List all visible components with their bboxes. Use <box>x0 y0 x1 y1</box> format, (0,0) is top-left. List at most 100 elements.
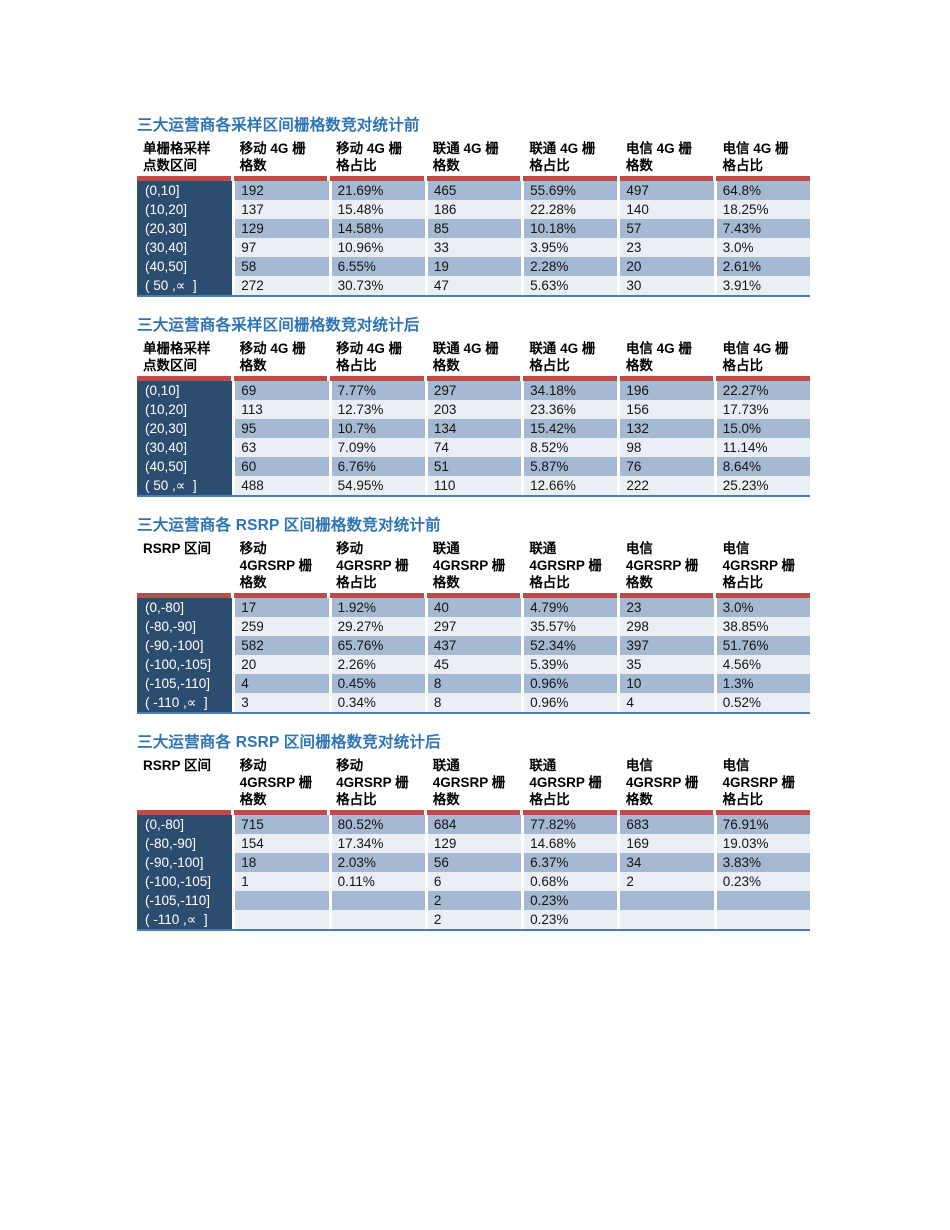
value-cell: 272 <box>235 276 329 295</box>
value-cell: 19 <box>427 257 522 276</box>
value-cell: 7.09% <box>331 438 425 457</box>
value-cell: 4.56% <box>716 655 810 674</box>
value-cell: 23.36% <box>524 400 618 419</box>
table-title: 三大运营商各采样区间栅格数竞对统计前 <box>137 117 420 134</box>
row-label-cell: (40,50] <box>137 457 233 476</box>
header-row: RSRP 区间 移动 4GRSRP 栅 格数 移动 4GRSRP 栅 格占比 联通 4… <box>137 540 811 593</box>
red-accent-bar-segment <box>137 593 231 598</box>
row-label-cell: (0,10] <box>137 181 233 200</box>
red-accent-bar-segment <box>426 593 521 598</box>
red-accent-bar-segment <box>523 176 617 181</box>
value-cell: 0.23% <box>716 872 810 891</box>
value-cell: 3.0% <box>716 238 810 257</box>
red-accent-bar-segment <box>330 376 424 381</box>
table-row: ( 50 ,∝ ] 488 54.95% 110 12.66% 222 25.23% <box>137 476 810 495</box>
value-cell: 4 <box>235 674 329 693</box>
value-cell: 74 <box>427 438 522 457</box>
value-cell: 10.18% <box>524 219 618 238</box>
value-cell: 0.23% <box>524 910 618 929</box>
value-cell <box>716 910 810 929</box>
value-cell: 5.87% <box>524 457 618 476</box>
value-cell: 5.63% <box>524 276 618 295</box>
value-cell: 52.34% <box>524 636 618 655</box>
column-header-cell: 电信 4GRSRP 栅 格占比 <box>716 757 811 810</box>
red-accent-bar-segment <box>523 376 617 381</box>
row-label-cell: (10,20] <box>137 400 233 419</box>
value-cell: 6 <box>427 872 522 891</box>
value-cell: 0.52% <box>716 693 810 712</box>
table-row: (-100,-105] 1 0.11% 6 0.68% 2 0.23% <box>137 872 810 891</box>
value-cell: 10.96% <box>331 238 425 257</box>
value-cell: 58 <box>235 257 329 276</box>
table-row: (-105,-110] 2 0.23% <box>137 891 810 910</box>
value-cell: 55.69% <box>524 181 618 200</box>
row-label-cell: (20,30] <box>137 419 233 438</box>
value-cell: 14.68% <box>524 834 618 853</box>
value-cell: 10 <box>620 674 714 693</box>
row-label-cell: (-105,-110] <box>137 674 233 693</box>
value-cell: 23 <box>620 238 714 257</box>
value-cell: 1.92% <box>331 598 425 617</box>
value-cell: 18.25% <box>716 200 810 219</box>
table-title: 三大运营商各 RSRP 区间栅格数竞对统计前 <box>137 517 441 534</box>
value-cell: 80.52% <box>331 815 425 834</box>
column-header-cell: 电信 4GRSRP 栅 格数 <box>619 540 714 593</box>
value-cell: 0.96% <box>524 674 618 693</box>
red-accent-bar-segment <box>716 810 811 815</box>
table-row: (20,30] 95 10.7% 134 15.42% 132 15.0% <box>137 419 810 438</box>
table-section: 三大运营商各 RSRP 区间栅格数竞对统计后 RSRP 区间 移动 4GRSRP 栅… <box>137 734 811 931</box>
value-cell: 0.45% <box>331 674 425 693</box>
red-accent-bar-segment <box>233 376 328 381</box>
value-cell: 76 <box>620 457 714 476</box>
red-accent-bar-segment <box>137 810 231 815</box>
column-header-cell: 移动 4G 栅 格数 <box>233 140 328 176</box>
value-cell: 0.11% <box>331 872 425 891</box>
value-cell: 4.79% <box>524 598 618 617</box>
value-cell <box>331 910 425 929</box>
table-row: ( 50 ,∝ ] 272 30.73% 47 5.63% 30 3.91% <box>137 276 810 295</box>
value-cell: 6.55% <box>331 257 425 276</box>
row-label-cell: (0,-80] <box>137 815 233 834</box>
value-cell: 20 <box>620 257 714 276</box>
value-cell: 17 <box>235 598 329 617</box>
value-cell: 1.3% <box>716 674 810 693</box>
column-header-cell: 移动 4GRSRP 栅 格数 <box>233 540 328 593</box>
data-table: 单栅格采样 点数区间 移动 4G 栅 格数 移动 4G 栅 格占比 联通 4G 栅 格… <box>137 140 811 297</box>
value-cell: 3.83% <box>716 853 810 872</box>
value-cell <box>620 891 714 910</box>
column-header-cell: 移动 4GRSRP 栅 格数 <box>233 757 328 810</box>
table-row: (0,-80] 715 80.52% 684 77.82% 683 76.91% <box>137 815 810 834</box>
value-cell: 15.0% <box>716 419 810 438</box>
value-cell: 21.69% <box>331 181 425 200</box>
column-header-cell: 移动 4G 栅 格数 <box>233 340 328 376</box>
value-cell: 2.03% <box>331 853 425 872</box>
value-cell: 29.27% <box>331 617 425 636</box>
value-cell: 77.82% <box>524 815 618 834</box>
column-header-cell: 电信 4G 栅 格占比 <box>716 140 811 176</box>
value-cell: 7.77% <box>331 381 425 400</box>
value-cell: 76.91% <box>716 815 810 834</box>
row-label-cell: (-100,-105] <box>137 872 233 891</box>
value-cell: 0.96% <box>524 693 618 712</box>
value-cell: 2 <box>427 891 522 910</box>
row-label-cell: ( -110 ,∝ ] <box>137 910 233 929</box>
value-cell: 437 <box>427 636 522 655</box>
column-header-cell: 移动 4G 栅 格占比 <box>330 140 424 176</box>
column-header-cell: RSRP 区间 <box>137 757 231 810</box>
row-label-cell: (-90,-100] <box>137 853 233 872</box>
red-accent-bar-segment <box>716 593 811 598</box>
table-row: (-80,-90] 259 29.27% 297 35.57% 298 38.85% <box>137 617 810 636</box>
value-cell: 51.76% <box>716 636 810 655</box>
column-header-cell: 联通 4GRSRP 栅 格占比 <box>523 757 617 810</box>
table-section: 三大运营商各采样区间栅格数竞对统计后 单栅格采样 点数区间 移动 4G 栅 格数 移动… <box>137 317 811 497</box>
value-cell: 85 <box>427 219 522 238</box>
value-cell <box>331 891 425 910</box>
value-cell: 7.43% <box>716 219 810 238</box>
value-cell: 113 <box>235 400 329 419</box>
table-row: ( -110 ,∝ ] 2 0.23% <box>137 910 810 929</box>
value-cell: 488 <box>235 476 329 495</box>
column-header-cell: 联通 4GRSRP 栅 格数 <box>426 757 521 810</box>
row-label-cell: (40,50] <box>137 257 233 276</box>
value-cell: 154 <box>235 834 329 853</box>
value-cell: 2.28% <box>524 257 618 276</box>
